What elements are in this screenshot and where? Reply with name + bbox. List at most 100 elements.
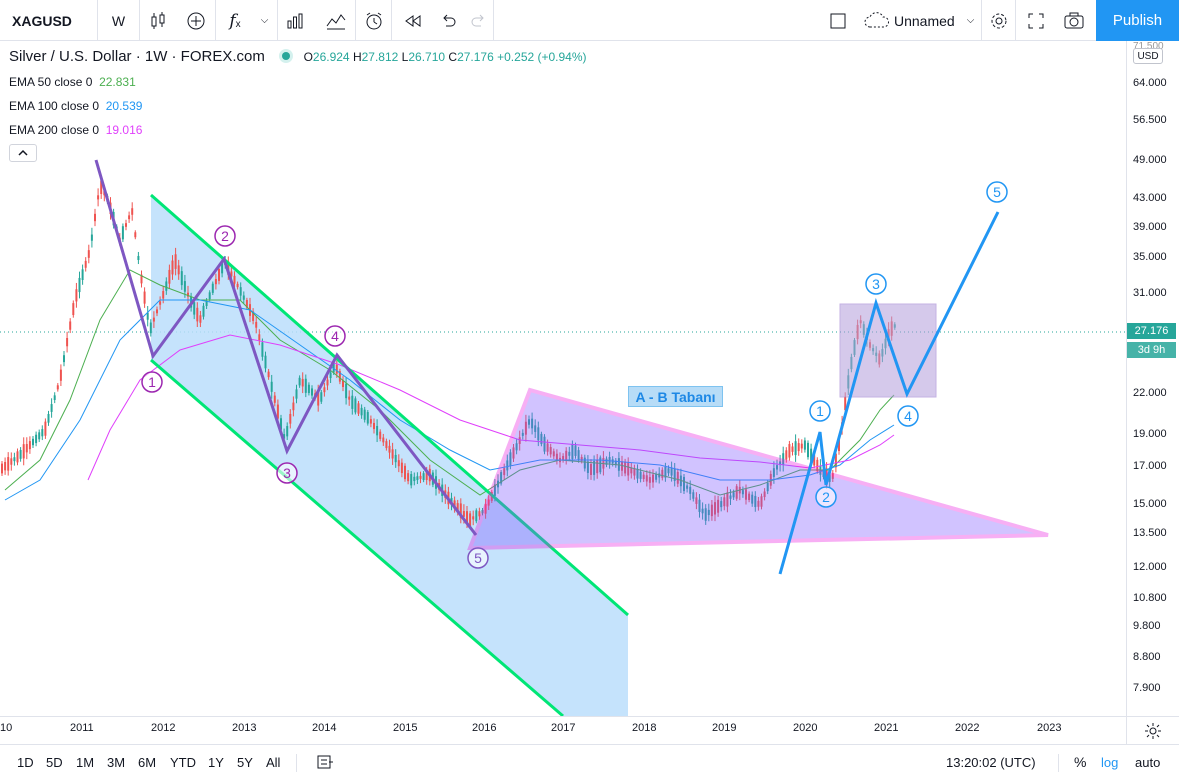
candle-body (311, 388, 313, 396)
candle-body (218, 268, 220, 281)
percent-scale-toggle[interactable]: % (1074, 754, 1087, 770)
legend-ema-100[interactable]: EMA 100 close 0 20.539 (9, 99, 143, 113)
interval-button[interactable]: W (98, 0, 140, 41)
wave-circle (467, 547, 489, 569)
collapse-legend-button[interactable] (9, 144, 37, 162)
candle-body (10, 458, 13, 465)
candle-body (208, 292, 211, 300)
price-chart[interactable]: 1 2 3 4 5 1 2 3 4 5 (0, 41, 1126, 716)
candle-body (776, 465, 778, 470)
candle-body (258, 334, 261, 341)
candle-body (366, 412, 369, 424)
candle-body (7, 457, 10, 471)
range-all[interactable]: All (266, 754, 281, 770)
candle-body (419, 475, 422, 479)
candle-body (56, 385, 59, 390)
indicators-dropdown[interactable]: ⌵ (252, 0, 278, 41)
candle-body (590, 464, 592, 475)
price-scale[interactable]: 71.500 64.000 56.500 49.000 43.000 39.000 35.… (1126, 41, 1179, 716)
candle-body (97, 195, 100, 200)
candle-body (84, 260, 87, 268)
price-tick: 15.000 (1133, 498, 1167, 510)
price-tick: 12.000 (1133, 561, 1167, 573)
fullscreen-icon[interactable] (1018, 0, 1054, 41)
symbol-search-button[interactable]: XAGUSD (0, 0, 98, 41)
triangle-pattern (467, 387, 1049, 551)
candle-body (807, 442, 809, 458)
settings-gear-icon[interactable] (982, 0, 1016, 41)
range-1y[interactable]: 1Y (208, 754, 224, 770)
annotation-text-box[interactable]: A - B Tabanı (628, 386, 723, 407)
log-scale-toggle[interactable]: log (1101, 754, 1119, 770)
chart-style-candles-icon[interactable] (140, 0, 176, 41)
range-1d[interactable]: 1D (17, 754, 34, 770)
candle-body (320, 392, 323, 402)
price-tick: 31.000 (1133, 287, 1167, 299)
candle-body (298, 377, 301, 386)
candle-body (537, 427, 540, 441)
undo-icon[interactable] (432, 0, 464, 41)
fullscreen-layout-icon[interactable] (820, 0, 856, 41)
candle-body (596, 459, 599, 474)
candle-body (655, 474, 658, 480)
range-5d[interactable]: 5D (46, 754, 63, 770)
legend-ema-50[interactable]: EMA 50 close 0 22.831 (9, 75, 136, 89)
blue-wave-3: 3 (865, 273, 887, 295)
auto-scale-toggle[interactable]: auto (1135, 754, 1161, 770)
chart-settings-corner[interactable] (1126, 716, 1179, 744)
replay-icon[interactable] (396, 0, 430, 41)
time-scale[interactable]: 10 2011 2012 2013 2014 2015 2016 2017 2018 2019 20… (0, 716, 1126, 744)
candle-body (534, 425, 537, 432)
candle-body (766, 482, 769, 492)
candle-body (338, 371, 341, 382)
candle-body (658, 473, 661, 478)
candle-body (156, 309, 158, 314)
candle-body (500, 472, 503, 484)
cloud-icon (864, 11, 890, 27)
candle-body (382, 437, 385, 443)
divider (1058, 754, 1059, 772)
range-3m[interactable]: 3M (107, 754, 126, 770)
layout-name-button[interactable]: Unnamed ⌵ (858, 0, 982, 41)
candle-body (469, 513, 472, 527)
chart-pane[interactable]: 1 2 3 4 5 1 2 3 4 5 Silver / U.S. Dollar · 1W · F… (0, 41, 1126, 716)
range-ytd[interactable]: YTD (170, 754, 196, 770)
candle-body (683, 476, 685, 492)
range-1m[interactable]: 1M (76, 754, 95, 770)
legend-ema-200[interactable]: EMA 200 close 0 19.016 (9, 123, 143, 137)
candle-body (351, 395, 354, 409)
candle-body (574, 445, 577, 456)
candle-body (794, 441, 797, 456)
candle-body (87, 250, 90, 258)
goto-date-icon[interactable] (316, 745, 334, 779)
time-tick: 10 (0, 722, 13, 734)
candle-body (729, 495, 732, 499)
time-tick: 2016 (472, 722, 497, 734)
candle-body (38, 432, 41, 440)
range-5y[interactable]: 5Y (237, 754, 253, 770)
compare-add-icon[interactable] (176, 0, 216, 41)
candle-body (648, 477, 651, 483)
candle-body (825, 468, 828, 483)
candle-body (134, 232, 137, 238)
templates-icon[interactable] (316, 0, 356, 41)
range-6m[interactable]: 6M (138, 754, 157, 770)
publish-button[interactable]: Publish (1096, 0, 1179, 41)
financials-icon[interactable] (280, 0, 310, 41)
candle-body (580, 457, 583, 461)
candle-body (22, 444, 25, 459)
candles (1, 175, 896, 529)
wave-circle (986, 181, 1008, 203)
redo-icon[interactable] (464, 0, 494, 41)
candle-body (838, 438, 840, 452)
candle-body (515, 443, 518, 451)
clock-timezone[interactable]: 13:20:02 (UTC) (946, 754, 1036, 770)
candle-body (624, 461, 627, 474)
candle-body (791, 446, 794, 452)
candle-body (329, 372, 332, 379)
camera-snapshot-icon[interactable] (1056, 0, 1092, 41)
currency-badge[interactable]: USD (1133, 48, 1163, 64)
price-tick: 49.000 (1133, 154, 1167, 166)
alert-icon[interactable] (356, 0, 392, 41)
